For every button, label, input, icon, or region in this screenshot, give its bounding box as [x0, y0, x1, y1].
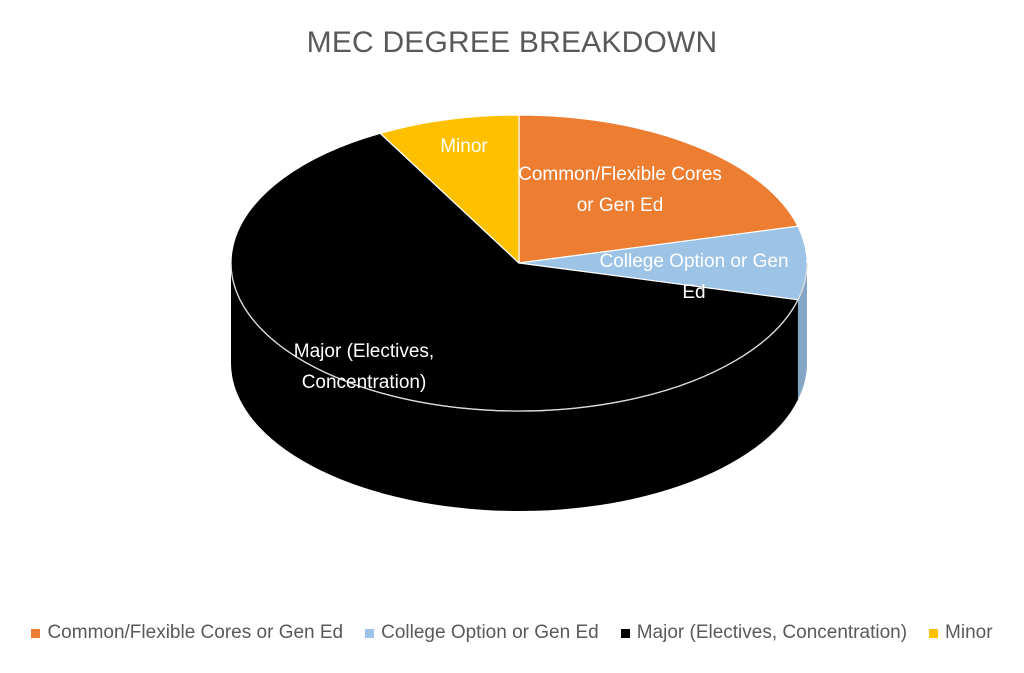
pie-slice-label-2: Major (Electives, Concentration) [294, 341, 434, 393]
chart-title: MEC DEGREE BREAKDOWN [306, 26, 718, 59]
pie-slice-0 [518, 114, 799, 264]
pie-slice-label-1: College Option or Gen Ed [599, 251, 788, 303]
legend-item: Major (Electives, Concentration) [620, 622, 908, 644]
pie-labels: Common/Flexible Cores or Gen Ed College Op… [294, 136, 789, 393]
pie-slice-label-line: Major (Electives, [294, 341, 434, 362]
legend-swatch [620, 628, 630, 638]
pie-slice-label-line: Concentration) [302, 372, 427, 393]
legend-swatch [929, 628, 939, 638]
pie-slice-3 [379, 114, 520, 264]
pie-sides [230, 263, 808, 512]
legend-item: Minor [929, 622, 993, 644]
legend-label: Major (Electives, Concentration) [636, 622, 908, 643]
pie-side-1 [797, 263, 808, 400]
legend-item: College Option or Gen Ed [365, 622, 599, 644]
pie-slice-label-line: Common/Flexible Cores [518, 164, 722, 185]
pie-side-2 [230, 263, 798, 512]
legend-label: Minor [945, 622, 993, 643]
pie-slice-label-line: Minor [440, 136, 488, 157]
pie-slice-label-line: Ed [682, 282, 705, 303]
pie-slice-label-line: or Gen Ed [577, 195, 664, 216]
legend-label: Common/Flexible Cores or Gen Ed [47, 622, 344, 643]
pie-slice-label-3: Minor [440, 136, 488, 157]
legend-label: College Option or Gen Ed [381, 622, 599, 643]
pie-slice-label-0: Common/Flexible Cores or Gen Ed [518, 164, 722, 216]
legend-item: Common/Flexible Cores or Gen Ed [31, 622, 343, 644]
legend-swatch [31, 628, 41, 638]
legend-swatch [365, 628, 375, 638]
pie-chart: Common/Flexible Cores or Gen Ed College Op… [230, 114, 808, 512]
pie-top [230, 114, 808, 412]
legend: Common/Flexible Cores or Gen Ed College O… [0, 622, 1024, 644]
pie-slice-label-line: College Option or Gen [599, 251, 788, 272]
pie-rim [230, 262, 808, 412]
